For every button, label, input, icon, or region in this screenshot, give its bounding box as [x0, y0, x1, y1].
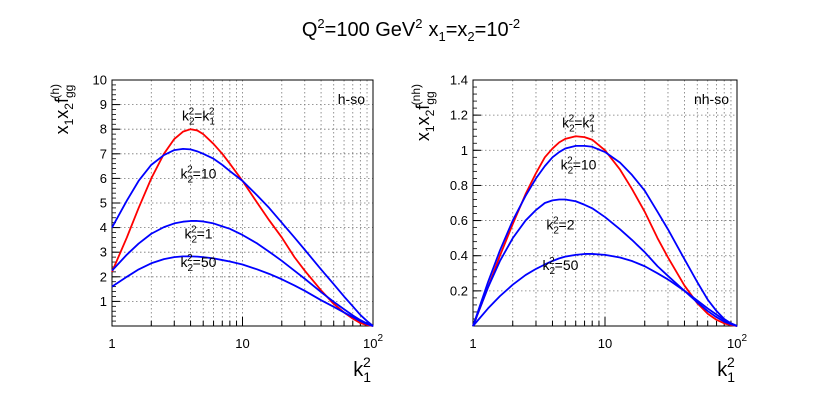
y-tick-label: 3: [100, 245, 107, 260]
series-line: [472, 198, 738, 327]
curve-label: k22=k12: [182, 107, 215, 128]
x-axis-label: k12: [717, 354, 735, 385]
series-line: [111, 147, 374, 327]
x-tick-label: 10: [235, 336, 249, 351]
x-tick-label: 10: [598, 336, 612, 351]
y-axis-label: x1x2fgg(nh): [409, 84, 437, 141]
y-tick-label: 5: [100, 196, 107, 211]
series-line: [472, 135, 738, 327]
grid: [112, 80, 373, 326]
x-tick-label: 1: [108, 336, 115, 351]
curve-label: k22=50: [181, 253, 217, 274]
y-tick-label: 7: [100, 146, 107, 161]
y-tick-label: 8: [100, 122, 107, 137]
curve-label: k22=2: [546, 215, 574, 236]
curve-label: k22=10: [181, 164, 217, 185]
panel-label: h-so: [338, 91, 365, 107]
x-axis-label: k12: [353, 354, 371, 385]
y-tick-label: 0.4: [450, 248, 468, 263]
series-line: [111, 255, 374, 327]
y-tick-label: 6: [100, 171, 107, 186]
y-tick-label: 1.4: [450, 73, 468, 88]
panel-nh-so: 0.2 0.4 0.6 0.8 1 1.2 1.4 1 10 102 k22=k12 k22=10 k2…: [409, 73, 747, 386]
series-line: [472, 253, 738, 327]
figure-title: Q2=100 GeV2 x1=x2=10-2: [302, 16, 520, 44]
curve-label: k22=10: [561, 156, 597, 177]
curve-label: k22=k12: [562, 113, 595, 134]
y-tick-label: 0.6: [450, 213, 468, 228]
grid: [473, 80, 737, 326]
y-tick-label: 1.2: [450, 108, 468, 123]
panel-h-so: 1 2 3 4 5 6 7 8 9 10 1 10 102 k22=k12 k22=10 k22=1 k22=5…: [48, 73, 383, 386]
y-tick-label: 10: [93, 73, 107, 88]
y-tick-label: 0.2: [450, 283, 468, 298]
y-tick-label: 2: [100, 269, 107, 284]
x-tick-label: 102: [727, 333, 747, 351]
curve-label: k22=1: [184, 225, 212, 246]
curve-label: k22=50: [543, 256, 579, 277]
y-tick-label: 9: [100, 97, 107, 112]
series-line: [472, 144, 738, 327]
panel-label: nh-so: [694, 91, 729, 107]
x-tick-label: 102: [363, 333, 383, 351]
y-tick-label: 1: [461, 143, 468, 158]
series-line: [111, 220, 374, 327]
y-tick-label: 1: [100, 294, 107, 309]
y-axis-label: x1x2fgg(h): [48, 84, 76, 134]
y-tick-label: 0.8: [450, 178, 468, 193]
y-tick-label: 4: [100, 220, 107, 235]
x-tick-label: 1: [469, 336, 476, 351]
